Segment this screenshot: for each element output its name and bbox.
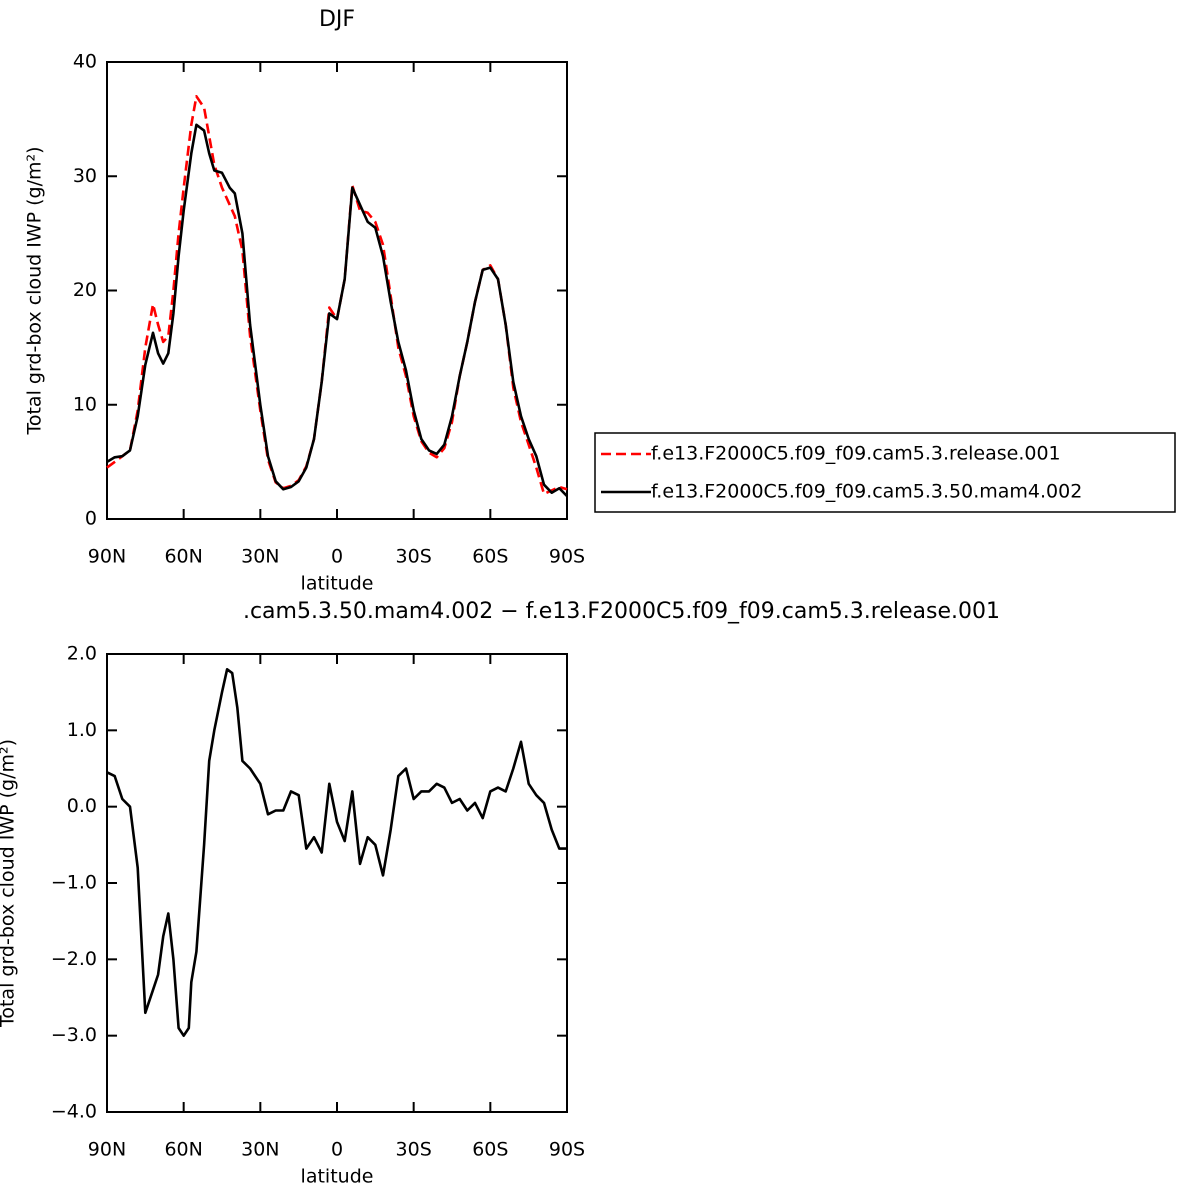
x-tick-label: 90S [549, 546, 585, 568]
y-tick-label: 1.0 [67, 719, 97, 741]
y-tick-label: 30 [73, 165, 97, 187]
y-tick-label: 0 [85, 508, 97, 530]
x-tick-label: 60S [472, 1139, 508, 1161]
x-axis-label: latitude [301, 1166, 374, 1188]
x-tick-label: 30S [396, 1139, 432, 1161]
data-line [106, 668, 567, 1037]
y-tick-label: 10 [73, 393, 97, 415]
chart-title: .cam5.3.50.mam4.002 − f.e13.F2000C5.f09_… [243, 599, 1000, 624]
x-tick-label: 0 [331, 546, 343, 568]
x-axis-label: latitude [301, 573, 374, 595]
legend-label: f.e13.F2000C5.f09_f09.cam5.3.release.001 [651, 443, 1061, 465]
x-tick-label: 30N [241, 1139, 279, 1161]
x-tick-label: 60N [164, 1139, 202, 1161]
x-tick-label: 90S [549, 1139, 585, 1161]
y-tick-label: 40 [73, 51, 97, 73]
x-tick-label: 30S [396, 546, 432, 568]
x-tick-label: 90N [88, 546, 126, 568]
y-axis-label: Total grd-box cloud IWP (g/m²) [24, 146, 46, 435]
y-tick-label: −3.0 [51, 1024, 97, 1046]
x-tick-label: 90N [88, 1139, 126, 1161]
y-axis-label: Total grd-box cloud IWP (g/m²) [0, 739, 19, 1028]
data-line [106, 123, 568, 498]
y-tick-label: 2.0 [67, 643, 97, 665]
x-tick-label: 60N [164, 546, 202, 568]
chart-title: DJF [319, 7, 355, 32]
y-tick-label: −4.0 [51, 1101, 97, 1123]
y-tick-label: 0.0 [67, 795, 97, 817]
plot-frame [106, 653, 568, 1113]
legend-label: f.e13.F2000C5.f09_f09.cam5.3.50.mam4.002 [651, 481, 1082, 503]
x-tick-label: 30N [241, 546, 279, 568]
legend-box [594, 432, 1176, 513]
x-tick-label: 60S [472, 546, 508, 568]
y-tick-label: −2.0 [51, 948, 97, 970]
x-tick-label: 0 [331, 1139, 343, 1161]
y-tick-label: −1.0 [51, 872, 97, 894]
y-tick-label: 20 [73, 279, 97, 301]
